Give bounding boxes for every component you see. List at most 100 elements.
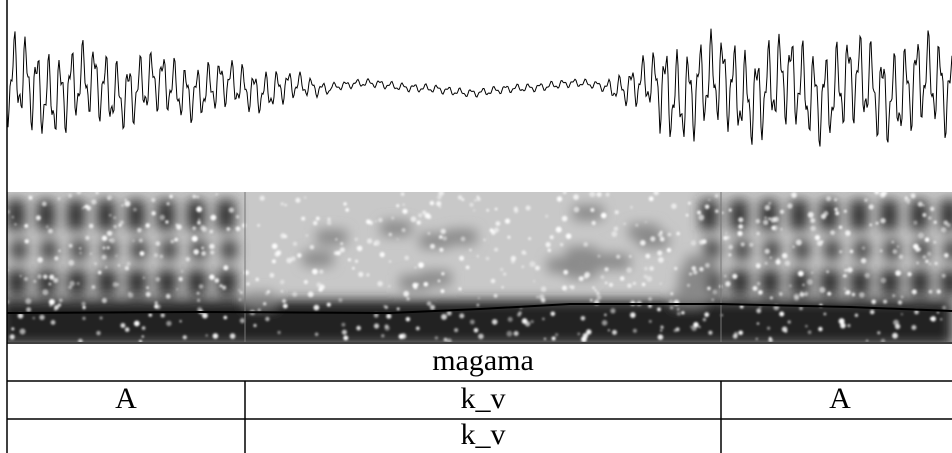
speckle — [378, 217, 383, 223]
speckle — [170, 239, 175, 244]
speckle — [525, 205, 531, 211]
speckle — [892, 249, 898, 254]
speckle — [883, 299, 888, 304]
speckle — [868, 204, 874, 210]
speckle — [758, 290, 763, 295]
speckle — [933, 220, 937, 224]
speckle — [259, 195, 265, 201]
speckle — [257, 224, 260, 227]
speckle — [555, 226, 562, 233]
speckle — [148, 313, 153, 317]
speckle — [943, 220, 948, 226]
speckle — [446, 338, 452, 342]
energy-band — [790, 270, 810, 295]
energy-band — [127, 200, 145, 230]
speckle — [840, 322, 846, 329]
speckle — [559, 242, 564, 247]
speckle — [759, 306, 762, 309]
speckle — [892, 294, 895, 298]
energy-band — [820, 200, 838, 230]
speckle — [764, 248, 770, 254]
speckle — [583, 274, 589, 280]
speckle — [592, 286, 595, 290]
speckle — [341, 329, 347, 335]
speckle — [590, 208, 595, 212]
energy-band — [824, 240, 840, 260]
speckle — [381, 334, 385, 338]
speckle — [805, 325, 808, 328]
speckle — [384, 324, 389, 329]
speckle — [191, 235, 198, 242]
speckle — [235, 215, 240, 219]
speckle — [671, 203, 677, 209]
speckle — [728, 208, 732, 212]
energy-band — [157, 200, 175, 230]
speckle — [792, 245, 795, 248]
speckle — [660, 329, 663, 332]
speckle — [307, 291, 314, 298]
speckle — [596, 192, 602, 197]
interval-label[interactable]: k_v — [461, 418, 506, 451]
speckle — [106, 246, 110, 250]
speckle — [202, 312, 208, 319]
speckle — [313, 304, 320, 311]
energy-band — [191, 240, 207, 260]
speckle — [279, 279, 285, 285]
speckle — [335, 238, 338, 241]
speckle — [197, 298, 201, 302]
interval-label[interactable]: magama — [432, 344, 534, 377]
speckle — [623, 222, 626, 226]
speckle — [314, 332, 319, 336]
speckle — [437, 279, 441, 283]
speckle — [176, 224, 182, 230]
speckle — [942, 305, 947, 310]
speckle — [549, 235, 554, 240]
speckle — [875, 221, 879, 225]
speckle — [118, 223, 122, 227]
interval-label[interactable]: k_v — [461, 382, 506, 415]
energy-band — [850, 200, 868, 230]
speckle — [440, 289, 445, 293]
speckle — [910, 193, 916, 199]
speckle — [290, 256, 296, 262]
speckle — [755, 219, 760, 224]
speckle — [787, 320, 791, 324]
speckle — [732, 273, 738, 279]
speckle — [366, 238, 373, 244]
speckle — [826, 270, 829, 274]
speckle — [578, 276, 584, 282]
interval-label[interactable]: A — [829, 382, 851, 415]
tier-grid — [6, 0, 952, 453]
speckle — [577, 332, 581, 336]
speckle — [473, 209, 476, 212]
speckle — [491, 319, 498, 325]
speckle — [885, 192, 888, 194]
speckle — [738, 217, 744, 223]
speckle — [396, 307, 400, 311]
speckle — [927, 251, 932, 256]
speckle — [930, 317, 933, 321]
speckle — [928, 289, 933, 294]
speckle — [338, 298, 343, 303]
speckle — [476, 255, 479, 258]
speckle — [778, 292, 783, 296]
speckle — [911, 325, 917, 330]
speckle — [616, 254, 621, 259]
speckle — [653, 192, 659, 196]
interval-label[interactable]: A — [115, 382, 137, 415]
speckle — [126, 261, 131, 266]
speckle — [438, 205, 442, 209]
speckle — [555, 333, 559, 337]
speckle — [313, 220, 318, 226]
speckle — [610, 308, 616, 314]
speckle — [565, 233, 572, 239]
speckle — [57, 197, 61, 200]
speckle — [145, 223, 150, 228]
speckle — [106, 230, 113, 236]
speckle — [632, 328, 637, 333]
speckle — [906, 201, 910, 205]
speckle — [545, 214, 549, 218]
speckle — [673, 328, 677, 333]
speckle — [670, 306, 674, 310]
speckle — [305, 234, 308, 237]
